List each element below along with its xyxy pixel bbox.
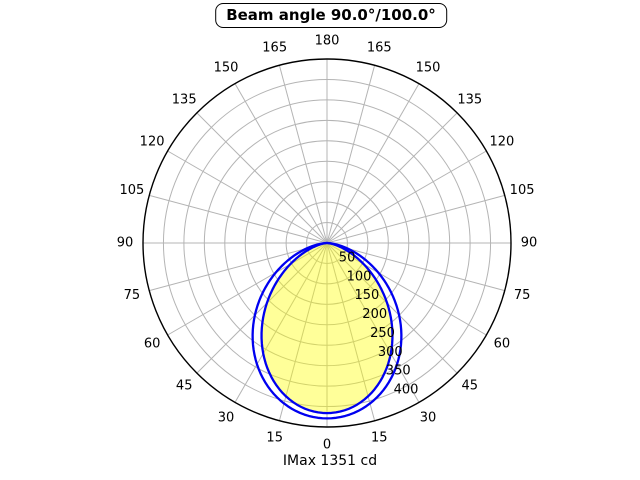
angle-tick-label: 75 <box>124 288 141 303</box>
beam-fill <box>261 243 393 414</box>
grid-spoke <box>149 194 328 244</box>
angle-tick-label: 105 <box>510 183 535 198</box>
grid-circle <box>203 119 451 367</box>
grid-spoke <box>167 242 328 336</box>
grid-spoke <box>278 242 328 421</box>
grid-spoke <box>196 112 328 244</box>
grid-spoke <box>326 194 505 244</box>
radial-tick-label: 250 <box>370 326 395 341</box>
angle-tick-label: 165 <box>262 40 287 55</box>
angle-tick-label: 120 <box>140 135 165 150</box>
polar-outline <box>142 58 512 428</box>
imax-label: IMax 1351 cd <box>282 453 378 469</box>
chart-title: Beam angle 90.0°/100.0° <box>215 3 447 28</box>
grid-spoke <box>234 83 328 244</box>
grid-circle <box>306 222 348 264</box>
grid-spoke <box>234 242 328 403</box>
angle-tick-label: 60 <box>494 337 511 352</box>
grid-circle <box>183 99 471 387</box>
grid-circle <box>244 160 410 326</box>
angle-tick-label: 150 <box>416 61 441 76</box>
grid-circle <box>224 140 430 346</box>
grid-spoke <box>278 65 328 244</box>
grid-spoke <box>326 83 420 244</box>
angle-tick-label: 45 <box>176 378 193 393</box>
grid-spoke <box>326 242 505 292</box>
angle-tick-label: 90 <box>117 236 134 251</box>
grid-spoke <box>326 150 487 244</box>
grid-spoke <box>326 65 376 244</box>
angle-tick-label: 90 <box>521 236 538 251</box>
angle-tick-label: 15 <box>266 431 283 446</box>
angle-tick-label: 0 <box>323 438 331 453</box>
radial-tick-label: 150 <box>355 288 380 303</box>
grid-spoke <box>326 242 376 421</box>
angle-tick-label: 30 <box>218 410 235 425</box>
grid-circle <box>265 181 389 305</box>
angle-tick-label: 135 <box>172 93 197 108</box>
grid-spoke <box>196 242 328 374</box>
grid-circle <box>162 78 492 408</box>
radial-tick-label: 50 <box>339 250 356 265</box>
angle-tick-label: 75 <box>514 288 531 303</box>
angle-tick-label: 60 <box>144 337 161 352</box>
radial-tick-label: 200 <box>362 307 387 322</box>
grid-circle <box>285 201 369 285</box>
angle-tick-label: 105 <box>119 183 144 198</box>
angle-tick-label: 150 <box>214 61 239 76</box>
angle-tick-label: 30 <box>420 410 437 425</box>
grid-spoke <box>167 150 328 244</box>
grid-spoke <box>149 242 328 292</box>
angle-tick-label: 15 <box>371 431 388 446</box>
angle-tick-label: 180 <box>315 34 340 49</box>
radial-tick-label: 350 <box>386 364 411 379</box>
radial-tick-label: 300 <box>378 345 403 360</box>
beam-curve-90 <box>260 241 394 415</box>
grid-spoke <box>326 112 458 244</box>
radial-tick-label: 100 <box>347 269 372 284</box>
beam-curve-100 <box>251 241 403 420</box>
angle-tick-label: 45 <box>462 378 479 393</box>
grid-spoke <box>326 242 420 403</box>
radial-tick-label: 400 <box>394 383 419 398</box>
grid-spoke <box>326 242 487 336</box>
angle-tick-label: 120 <box>489 135 514 150</box>
angle-tick-label: 135 <box>457 93 482 108</box>
angle-tick-label: 165 <box>367 40 392 55</box>
grid-spoke <box>326 242 458 374</box>
